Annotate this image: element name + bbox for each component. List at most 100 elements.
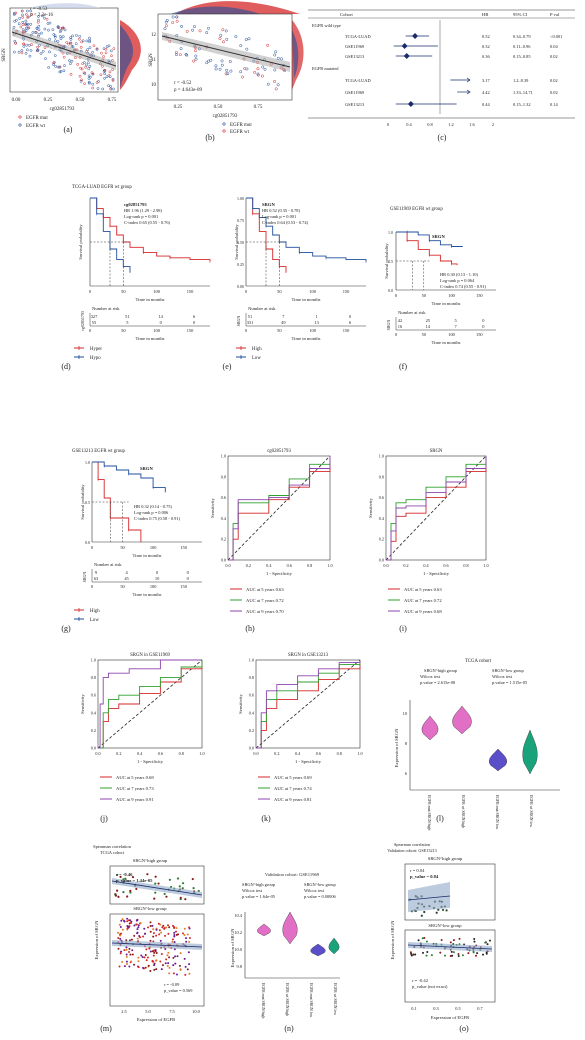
risk-count: 0: [156, 570, 159, 575]
category-label: EGFR wt SRGN low: [529, 795, 533, 827]
data-point: [125, 948, 128, 951]
data-point: [155, 928, 158, 931]
data-point: [176, 955, 179, 958]
legend-label: High: [90, 609, 100, 614]
tick-label: 150: [180, 584, 187, 589]
panel-label: (h): [245, 624, 255, 633]
data-point: [137, 960, 140, 963]
tick-label: 0: [89, 328, 92, 333]
data-point: [423, 937, 426, 940]
data-point: [25, 43, 29, 47]
tick-label: 0.50: [214, 105, 223, 110]
x-axis-label: cg02851793: [213, 114, 238, 119]
data-point: [133, 934, 136, 937]
tick-label: 0.6: [91, 693, 96, 698]
risk-count: 7: [454, 324, 457, 329]
data-point: [175, 53, 178, 57]
data-point: [99, 62, 102, 66]
data-point: [92, 54, 96, 58]
ci-value: 0.11–0.96: [513, 44, 531, 49]
data-point: [124, 877, 127, 880]
category-label: EGFR wt SRGN low: [333, 983, 337, 1015]
data-point: [24, 52, 28, 55]
data-point: [56, 40, 60, 43]
data-point: [171, 21, 175, 25]
risk-count: 49: [281, 320, 286, 325]
data-point: [13, 19, 17, 23]
data-point: [149, 939, 152, 942]
data-point: [131, 875, 135, 879]
p-value: 0.02: [550, 90, 558, 95]
data-point: [85, 63, 88, 67]
data-point: [17, 22, 21, 26]
tick-label: 0.8: [249, 675, 254, 680]
data-point: [128, 947, 131, 950]
tick-label: 0.6: [249, 693, 254, 698]
data-point: [69, 62, 72, 66]
data-point: [228, 60, 232, 63]
data-point: [225, 68, 229, 72]
tick-label: 100: [309, 289, 316, 294]
data-point: [20, 9, 24, 13]
group-text: SRGN^low group: [304, 882, 337, 887]
data-point: [69, 72, 73, 76]
risk-count: 5: [126, 320, 129, 325]
data-point: [234, 35, 238, 39]
data-point: [119, 952, 122, 955]
tick-label: 10: [151, 83, 157, 88]
data-point: [425, 940, 428, 943]
data-point: [153, 962, 156, 965]
data-point: [151, 959, 154, 962]
data-point: [125, 960, 128, 963]
subplot-title: SRGN^low group: [133, 906, 167, 911]
data-point: [126, 917, 129, 920]
trend-line: [111, 880, 203, 896]
stat-text: Log-rank p = 0.006: [134, 510, 169, 515]
data-point: [174, 51, 178, 54]
tick-label: 0.8: [379, 474, 384, 479]
roc-curve: [228, 456, 331, 561]
data-point: [78, 35, 82, 38]
data-point: [441, 908, 445, 912]
tick-label: 150: [343, 328, 350, 333]
tick-label: 0: [245, 328, 248, 333]
data-point: [165, 895, 168, 898]
data-point: [41, 14, 44, 18]
data-point: [172, 964, 175, 967]
data-point: [154, 882, 157, 885]
data-point: [35, 27, 39, 30]
p-value: 0.02: [550, 78, 558, 83]
data-point: [260, 74, 264, 78]
variable-name: cg02851793: [124, 202, 147, 207]
data-point: [139, 922, 142, 925]
data-point: [146, 873, 149, 876]
data-point: [15, 29, 19, 33]
data-point: [46, 22, 50, 25]
data-point: [17, 50, 21, 54]
variable-name: SRGN: [432, 234, 445, 239]
violin-shape: [282, 911, 298, 945]
data-point: [126, 924, 129, 927]
cohort-label: TCGA-LUAD: [345, 34, 371, 39]
data-point: [36, 45, 39, 49]
x-axis-label: Time in months: [292, 297, 321, 302]
data-point: [183, 957, 186, 960]
data-point: [44, 57, 47, 60]
data-point: [186, 968, 189, 971]
tick-label: 100: [448, 332, 455, 337]
data-point: [96, 87, 100, 90]
data-point: [142, 935, 145, 938]
tick-label: 0.0: [225, 563, 230, 568]
data-point: [39, 52, 43, 55]
data-point: [147, 926, 150, 929]
tick-label: 10.0: [234, 947, 242, 952]
data-point: [88, 64, 92, 68]
tick-label: 0.8: [307, 563, 312, 568]
data-point: [449, 941, 452, 944]
data-point: [78, 74, 82, 78]
tick-label: 0.6: [379, 495, 384, 500]
data-point: [171, 938, 174, 941]
data-point: [239, 70, 243, 74]
data-point: [119, 934, 122, 937]
data-point: [181, 882, 185, 885]
